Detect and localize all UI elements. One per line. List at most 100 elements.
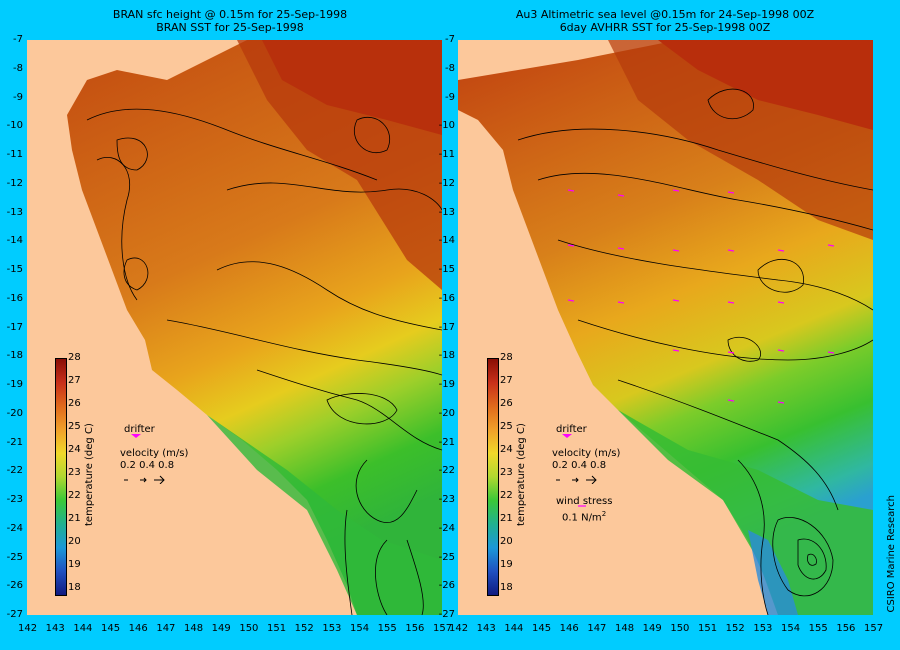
y-tick-label: -7 <box>445 34 455 45</box>
cb-tick: 20 <box>500 536 513 547</box>
left-new-guinea <box>262 40 442 135</box>
x-tick-label: 157 <box>864 623 884 634</box>
left-legend-velocity-scale: 0.2 0.4 0.8 <box>120 460 175 471</box>
y-tick-label: -8 <box>13 62 23 74</box>
right-wind-stress-arrows <box>567 189 835 404</box>
cb-tick: 25 <box>500 421 513 432</box>
y-tick-label: -15 <box>6 264 23 275</box>
left-y-axis: -7 -8 -9 -10 -11 -12 -13 -14 -15 -16 -17 -18 -19 -20 -… <box>0 34 26 624</box>
right-velocity-arrows <box>556 475 597 484</box>
right-colorbar-title: temperature (deg C) <box>516 423 527 526</box>
cb-tick: 26 <box>68 398 81 409</box>
x-tick-label: 152 <box>725 623 745 634</box>
wind-unit-sup: 2 <box>601 510 607 518</box>
colorbar-title-text: temperature (deg C) <box>516 423 527 526</box>
x-tick-label: 143 <box>476 623 496 634</box>
left-drifter-marker <box>131 434 141 438</box>
x-tick-label: 150 <box>239 623 259 634</box>
right-title-line2: 6day AVHRR SST for 25-Sep-1998 00Z <box>559 21 771 34</box>
cb-tick: 18 <box>68 582 81 593</box>
right-panel-title: Au3 Altimetric sea level @0.15m for 24-S… <box>455 8 875 34</box>
cb-tick: 24 <box>68 444 81 455</box>
left-legend-velocity: velocity (m/s) <box>120 448 189 459</box>
cb-tick: 21 <box>68 513 81 524</box>
right-map <box>458 40 873 615</box>
left-legend-drifter: drifter <box>124 424 155 435</box>
y-tick-label: -24 <box>6 522 23 534</box>
y-tick-label: -22 <box>6 465 23 477</box>
y-tick-label: -14 <box>6 235 23 247</box>
y-tick-label: -12 <box>6 177 23 189</box>
colorbar-title-text: temperature (deg C) <box>84 423 95 526</box>
y-tick-label: -27 <box>6 609 23 620</box>
y-tick-label: -26 <box>6 580 23 592</box>
x-tick-label: 142 <box>18 623 38 634</box>
right-legend-velocity-scale: 0.2 0.4 0.8 <box>552 460 607 471</box>
cb-tick: 19 <box>68 559 81 570</box>
x-tick-label: 157 <box>433 623 453 634</box>
y-tick-label: -18 <box>438 350 455 362</box>
x-tick-label: 150 <box>670 623 690 634</box>
y-tick-label: -17 <box>6 321 23 333</box>
x-tick-label: 148 <box>615 623 635 634</box>
right-coastal-cold <box>748 530 798 615</box>
right-x-axis: 142 143 144 145 146 147 148 149 150 151 152 153 154 1… <box>449 623 883 637</box>
y-tick-label: -7 <box>13 34 23 45</box>
left-map <box>27 40 442 615</box>
y-tick-label: -10 <box>6 120 23 132</box>
y-tick-label: -18 <box>6 350 23 362</box>
x-tick-label: 143 <box>45 623 65 634</box>
left-colorbar-ticks: 28 27 26 25 24 23 22 21 20 19 18 <box>68 352 98 594</box>
x-tick-label: 145 <box>532 623 552 634</box>
y-tick-label: -23 <box>6 494 23 505</box>
y-tick-label: -15 <box>438 264 455 275</box>
right-drifter-marker <box>562 434 572 438</box>
y-tick-label: -19 <box>6 379 23 390</box>
y-tick-label: -19 <box>438 379 455 390</box>
wind-value-text: 0.1 N/m <box>562 512 602 524</box>
right-colorbar-ticks: 28 27 26 25 24 23 22 21 20 19 18 <box>500 352 530 594</box>
right-legend-wind-value: 0.1 N/m2 <box>562 510 606 523</box>
x-tick-label: 153 <box>753 623 773 634</box>
left-title-line1: BRAN sfc height @ 0.15m for 25-Sep-1998 <box>112 8 348 21</box>
y-tick-label: -9 <box>13 91 23 103</box>
left-panel-title: BRAN sfc height @ 0.15m for 25-Sep-1998 … <box>20 8 440 34</box>
x-tick-label: 156 <box>405 623 425 634</box>
y-tick-label: -20 <box>6 407 23 419</box>
left-cool-water <box>207 415 442 615</box>
x-tick-label: 156 <box>836 623 856 634</box>
left-x-axis: 142 143 144 145 146 147 148 149 150 151 152 153 154 1… <box>18 623 452 637</box>
y-tick-label: -16 <box>438 292 455 304</box>
left-sea-temperature <box>67 40 442 615</box>
y-tick-label: -13 <box>438 206 455 218</box>
x-tick-label: 153 <box>322 623 342 634</box>
y-tick-label: -22 <box>438 465 455 477</box>
cb-tick: 27 <box>68 375 81 386</box>
x-tick-label: 149 <box>211 623 231 634</box>
right-y-axis: -7 -8 -9 -10 -11 -12 -13 -14 -15 -16 -17 -18 -19 -20 -… <box>430 34 458 624</box>
x-tick-label: 154 <box>350 623 370 634</box>
cb-tick: 18 <box>500 582 513 593</box>
y-tick-label: -25 <box>6 551 23 563</box>
y-tick-label: -21 <box>438 436 455 448</box>
y-tick-label: -11 <box>6 149 23 160</box>
x-tick-label: 147 <box>587 623 607 634</box>
y-tick-label: -17 <box>438 321 455 333</box>
right-legend-wind-stress: wind stress <box>556 496 613 507</box>
y-tick-label: -8 <box>445 62 455 74</box>
y-tick-label: -20 <box>438 407 455 419</box>
y-tick-label: -27 <box>438 609 455 620</box>
x-tick-label: 148 <box>184 623 204 634</box>
cb-tick: 24 <box>500 444 513 455</box>
x-tick-label: 144 <box>73 623 93 634</box>
y-tick-label: -14 <box>438 235 455 247</box>
left-velocity-arrows <box>124 475 165 484</box>
left-colorbar <box>55 358 67 596</box>
y-tick-label: -23 <box>438 494 455 505</box>
cb-tick: 27 <box>500 375 513 386</box>
x-tick-label: 149 <box>642 623 662 634</box>
x-tick-label: 146 <box>559 623 579 634</box>
y-tick-label: -21 <box>6 436 23 448</box>
x-tick-label: 146 <box>128 623 148 634</box>
cb-tick: 23 <box>500 467 513 478</box>
